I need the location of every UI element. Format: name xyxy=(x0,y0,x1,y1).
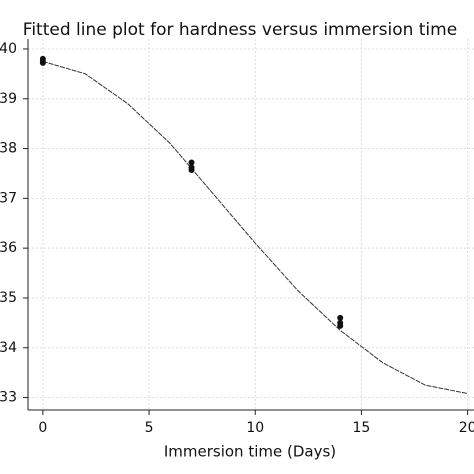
y-tick-label: 38 xyxy=(0,141,17,157)
y-tick-label: 33 xyxy=(0,390,17,406)
data-point xyxy=(39,59,46,66)
data-point xyxy=(337,322,344,329)
data-point xyxy=(337,314,344,321)
data-point xyxy=(188,159,195,166)
x-tick-label: 20 xyxy=(459,420,474,436)
x-tick-label: 0 xyxy=(38,420,47,436)
y-tick-label: 35 xyxy=(0,290,17,306)
chart-title: Fitted line plot for hardness versus imm… xyxy=(23,20,457,40)
data-point xyxy=(188,166,195,173)
y-tick-label: 36 xyxy=(0,240,17,256)
y-tick-label: 39 xyxy=(0,91,17,107)
x-tick-label: 5 xyxy=(145,420,154,436)
x-tick-label: 15 xyxy=(353,420,371,436)
y-tick-label: 34 xyxy=(0,340,17,356)
y-tick-label: 40 xyxy=(0,41,17,57)
x-axis-label: Immersion time (Days) xyxy=(164,443,336,461)
fitted-line xyxy=(42,60,468,395)
y-tick-label: 37 xyxy=(0,190,17,206)
x-tick-label: 10 xyxy=(246,420,264,436)
